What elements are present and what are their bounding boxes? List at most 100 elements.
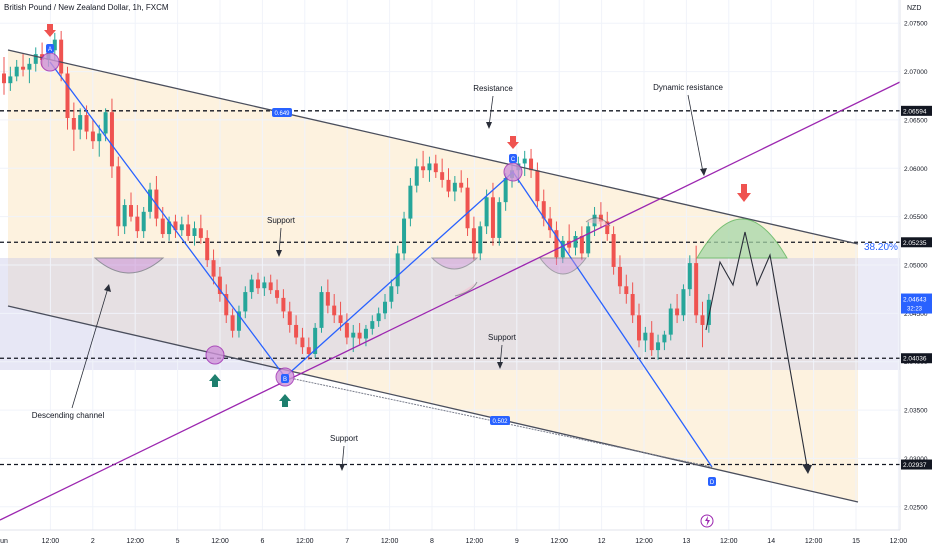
candle-body — [363, 328, 368, 339]
candle-body — [167, 221, 172, 235]
candle-body — [319, 292, 324, 328]
point-markers: A B C D 0.649 0.502 — [46, 44, 716, 486]
up-arrow-b — [279, 394, 291, 407]
candle-body — [484, 197, 489, 227]
point-c-label: C — [511, 157, 516, 163]
candle-body — [262, 282, 267, 289]
fib-label-0649: 0.649 — [274, 111, 290, 117]
candle-body — [65, 73, 70, 118]
descending-channel-pointer-head — [104, 284, 111, 292]
fib-label-0649-box — [272, 108, 292, 117]
candle-body — [249, 279, 254, 293]
candle-body — [332, 305, 337, 316]
candle-body — [205, 237, 210, 261]
candle-body — [598, 214, 603, 222]
price-tick-label: 2.03000 — [904, 456, 928, 463]
candle-body — [611, 234, 616, 267]
candle-body — [135, 216, 140, 232]
candle-body — [700, 315, 705, 325]
time-tick-label: 8 — [430, 538, 434, 545]
price-level-tag-label: 2.04036 — [903, 356, 927, 363]
resistance-pointer-head — [486, 122, 492, 129]
price-tick-label: 2.06500 — [904, 117, 928, 124]
support-arc-3 — [539, 257, 587, 275]
candle-body — [433, 163, 438, 173]
price-level-tag-label: 2.05235 — [903, 240, 927, 247]
candle-body — [586, 226, 591, 254]
candle-body — [357, 332, 362, 339]
time-tick-label: 5 — [176, 538, 180, 545]
price-tick-label: 2.02500 — [904, 504, 928, 511]
candle-countdown-label: 32:23 — [907, 307, 923, 313]
lightning-icon-circle — [700, 514, 714, 528]
candle-body — [186, 224, 191, 236]
candle-body — [236, 311, 241, 331]
candle-body — [541, 201, 546, 219]
candle-body — [71, 117, 76, 130]
candle-body — [198, 228, 203, 238]
candle-body — [446, 179, 451, 192]
candle-body — [325, 292, 330, 306]
price-level-tag — [901, 105, 932, 116]
fib-38-label: 38.20% — [864, 242, 898, 253]
time-tick-label: 15 — [852, 538, 860, 545]
down-arrow-a — [44, 24, 56, 37]
pivot-circle-a — [40, 52, 60, 72]
small-arc-2 — [585, 217, 611, 227]
candle-body — [478, 226, 483, 254]
price-tick-label: 2.03500 — [904, 408, 928, 415]
candle-body — [33, 54, 38, 64]
down-arrow-projection — [737, 184, 751, 202]
candle-body — [129, 205, 133, 217]
support-pointer-3-head — [339, 464, 345, 471]
candle-body — [706, 299, 711, 325]
candle-body — [103, 112, 108, 134]
candle-body — [294, 324, 299, 338]
candle-body — [617, 266, 622, 287]
candle-body — [579, 235, 584, 254]
candle-body — [465, 187, 470, 229]
candle-body — [427, 163, 432, 171]
price-level-tag — [901, 459, 932, 470]
candle-body — [535, 170, 540, 202]
candle-body — [230, 315, 235, 331]
current-price-tag — [901, 293, 932, 314]
dynamic-resistance-pointer — [687, 94, 704, 173]
candle-body — [675, 308, 680, 316]
support-label-2: Support — [488, 333, 517, 342]
dynamic-resistance-pointer-head — [700, 168, 707, 176]
candle-body — [694, 263, 699, 316]
time-tick-label: 12:00 — [42, 538, 60, 545]
time-tick-label: un — [0, 538, 8, 545]
descending-channel-pointer — [71, 287, 109, 409]
candle-body — [344, 323, 349, 338]
time-tick-label: 12:00 — [720, 538, 738, 545]
candle-body — [408, 185, 413, 219]
candle-body — [287, 311, 292, 325]
point-b-marker — [281, 374, 289, 383]
dynamic-resistance-line — [0, 81, 900, 521]
support-resistance-zone — [0, 258, 858, 370]
candle-body — [141, 211, 146, 232]
time-tick-label: 12:00 — [805, 538, 823, 545]
candle-body — [662, 334, 667, 343]
time-tick-label: 12:00 — [890, 538, 908, 545]
candle-body — [421, 166, 426, 171]
point-b-label: B — [283, 377, 287, 383]
candle-body — [160, 218, 165, 235]
candle-body — [256, 279, 260, 289]
dynamic-resistance-label: Dynamic resistance — [653, 83, 723, 92]
candle-body — [84, 115, 89, 132]
chart-title: British Pound / New Zealand Dollar, 1h, … — [4, 3, 169, 12]
time-tick-label: 12:00 — [381, 538, 399, 545]
candle-body — [440, 172, 445, 180]
channel-upper-line — [7, 49, 859, 245]
candle-body — [90, 131, 95, 142]
candle-body — [630, 294, 635, 316]
price-tick-label: 2.06000 — [904, 166, 928, 173]
candle-body — [459, 182, 464, 188]
price-tick-label: 2.05500 — [904, 214, 928, 221]
projection-dome — [696, 218, 788, 259]
candle-body — [173, 221, 178, 231]
